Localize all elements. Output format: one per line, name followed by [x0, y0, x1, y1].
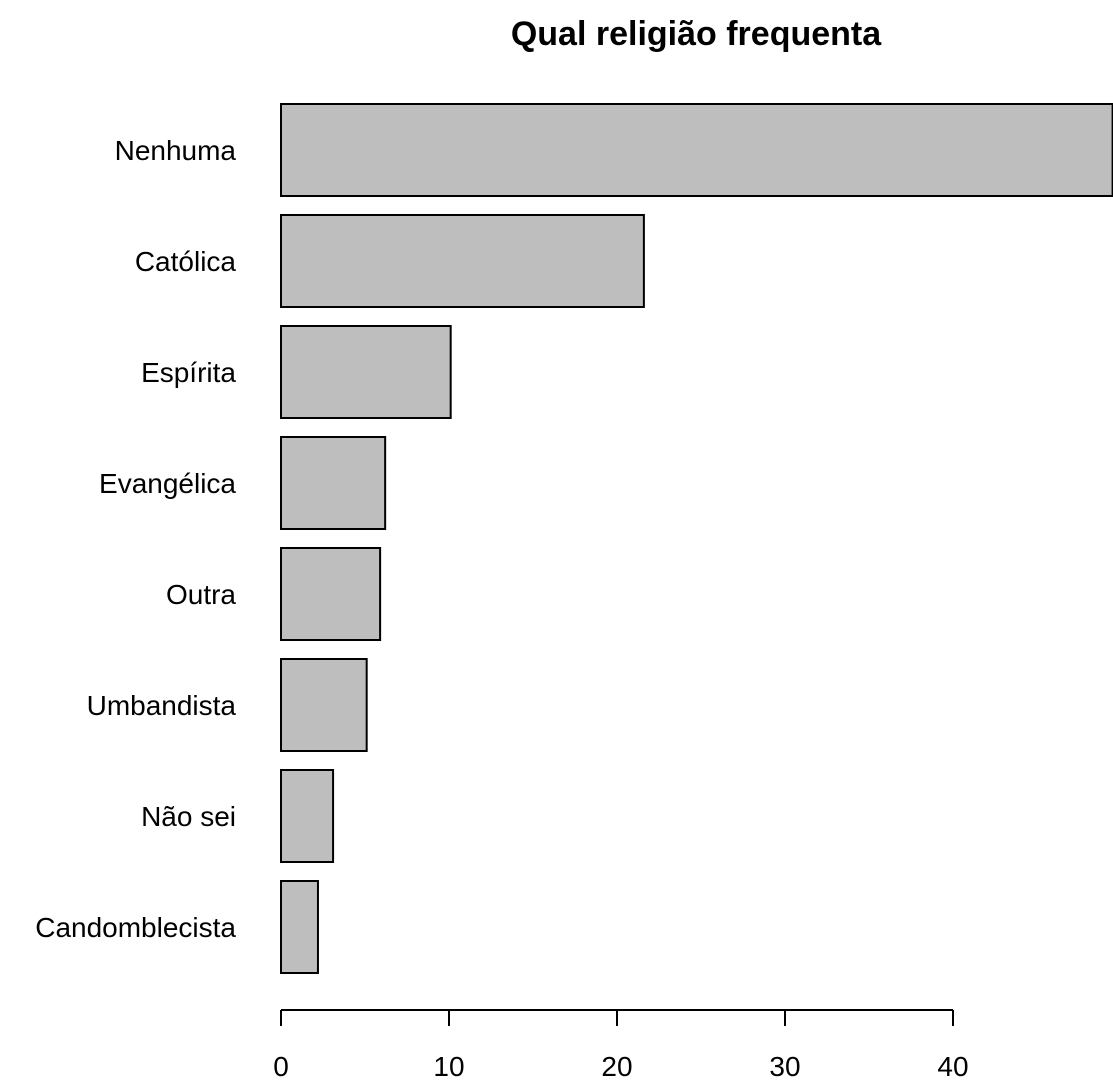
category-label-3: Evangélica [99, 468, 236, 499]
category-label-1: Católica [135, 246, 237, 277]
category-label-2: Espírita [141, 357, 236, 388]
bar-6 [280, 769, 335, 863]
bar-5 [280, 658, 368, 752]
x-tick-label-0: 0 [273, 1051, 289, 1082]
bar-0 [280, 103, 1113, 197]
bar-7 [280, 880, 319, 974]
bars-group [280, 103, 1113, 974]
category-label-5: Umbandista [87, 690, 237, 721]
category-label-0: Nenhuma [115, 135, 237, 166]
bar-3 [280, 436, 387, 530]
category-label-4: Outra [166, 579, 236, 610]
bar-1 [280, 214, 645, 308]
category-label-7: Candomblecista [35, 912, 236, 943]
x-tick-label-3: 30 [769, 1051, 800, 1082]
category-label-6: Não sei [141, 801, 236, 832]
bar-2 [280, 325, 452, 419]
bar-4 [280, 547, 382, 641]
x-tick-label-2: 20 [601, 1051, 632, 1082]
x-tick-label-1: 10 [433, 1051, 464, 1082]
x-tick-label-4: 40 [937, 1051, 968, 1082]
x-axis: 0 10 20 30 40 [273, 1009, 969, 1082]
category-labels: Nenhuma Católica Espírita Evangélica Outra Um… [35, 135, 236, 943]
chart-title: Qual religião frequenta [511, 15, 882, 53]
